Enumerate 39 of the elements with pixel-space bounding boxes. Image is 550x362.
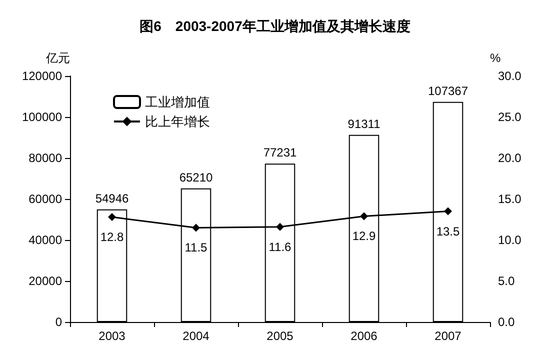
x-tick-label: 2004 [182,329,210,343]
y2-tick-label: 25.0 [498,110,522,124]
data-label: 54946 [95,191,130,206]
data-label: 13.5 [436,224,460,238]
y-axis-title: 亿元 [45,51,70,65]
y-tick-label: 80000 [28,151,62,165]
data-label: 91311 [348,116,381,131]
point [192,224,200,232]
x-tick-label: 2005 [266,329,294,343]
y2-tick-label: 0.0 [498,315,516,329]
data-label: 107367 [428,84,468,98]
y-tick-label: 20000 [28,274,62,288]
y-tick-label: 120000 [22,69,62,83]
chart-title: 图6 2003-2007年工业增加值及其增长速度 [140,18,410,34]
y2-axis-title: % [490,51,501,65]
point [444,207,452,216]
y2-tick-label: 30.0 [498,69,522,83]
legend-label: 工业增加值 [145,94,210,110]
y2-tick-label: 5.0 [498,274,516,288]
data-label: 77231 [263,146,298,160]
point [276,222,284,231]
legend-label: 比上年增长 [145,114,210,129]
data-label: 11.5 [184,240,208,255]
x-tick-label: 2003 [98,329,126,343]
data-label: 12.8 [100,230,124,244]
y-tick-label: 40000 [28,233,62,247]
y-tick-label: 0 [55,315,62,329]
data-label: 65210 [179,170,214,184]
point [108,213,116,222]
y2-tick-label: 20.0 [498,151,522,165]
y2-tick-label: 10.0 [498,233,522,247]
y-tick-label: 100000 [22,110,62,124]
data-label: 12.9 [352,229,376,244]
x-tick-label: 2007 [434,329,462,343]
data-label: 11.6 [268,240,292,254]
x-tick-label: 2006 [350,329,378,343]
y-tick-label: 60000 [28,192,62,206]
point [360,212,368,220]
y2-tick-label: 15.0 [498,192,522,206]
